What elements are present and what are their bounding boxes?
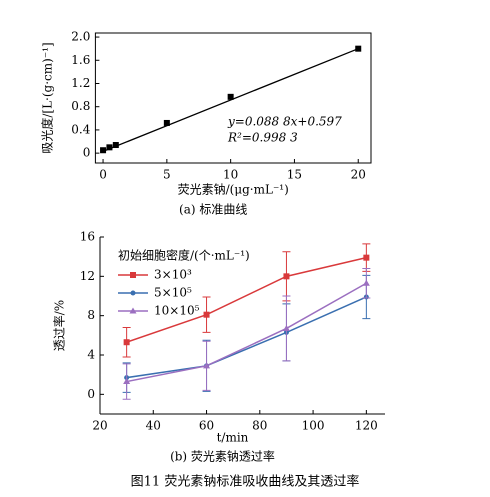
series-line: [126, 282, 367, 383]
y-tick-label: 1.2: [71, 76, 90, 90]
legend-label: 10×10⁵: [154, 304, 200, 318]
chart-caption: (b) 荧光素钠透过率: [170, 449, 275, 464]
x-tick-label: 40: [146, 419, 161, 433]
x-tick-label: 20: [92, 419, 107, 433]
y-tick-label: 12: [80, 269, 95, 283]
x-tick-label: 20: [351, 168, 366, 182]
y-tick-label: 8: [87, 308, 95, 322]
plot-frame: [94, 32, 372, 164]
y-tick-label: 0: [87, 387, 95, 401]
marker: [106, 144, 113, 151]
marker: [203, 362, 211, 369]
marker: [203, 311, 210, 318]
marker: [227, 93, 234, 100]
x-axis-label: 荧光素钠/(μg·mL⁻¹): [178, 182, 289, 197]
annotation: y=0.088 8x+0.597: [227, 115, 342, 129]
annotation: R²=0.998 3: [227, 131, 298, 145]
series-line: [126, 256, 367, 343]
y-tick-label: 0.4: [71, 122, 90, 136]
x-tick-label: 10: [223, 168, 238, 182]
legend-label: 3×10³: [154, 268, 192, 282]
x-tick-label: 5: [163, 168, 171, 182]
marker: [100, 147, 107, 154]
marker: [355, 45, 362, 52]
marker: [362, 279, 370, 286]
marker: [112, 142, 119, 149]
y-tick-label: 0.8: [71, 99, 90, 113]
marker: [163, 119, 170, 126]
x-tick-label: 100: [302, 419, 325, 433]
chart-caption: (a) 标准曲线: [179, 203, 247, 217]
marker: [123, 339, 130, 346]
y-tick-label: 4: [87, 348, 95, 362]
marker: [283, 273, 290, 280]
x-axis-label: t/min: [217, 431, 249, 445]
legend-label: 5×10⁵: [154, 286, 192, 300]
x-tick-label: 120: [355, 419, 378, 433]
marker: [282, 324, 290, 331]
y-axis-label: 吸光度/[L·(g·cm)⁻¹]: [40, 42, 55, 153]
legend-marker: [129, 307, 137, 314]
y-tick-label: 0: [83, 146, 91, 160]
marker: [363, 254, 370, 261]
y-tick-label: 2.0: [71, 30, 90, 44]
x-tick-label: 60: [199, 419, 214, 433]
x-tick-label: 0: [99, 168, 107, 182]
y-tick-label: 1.6: [71, 53, 90, 67]
series-line: [126, 296, 367, 379]
legend-marker: [130, 290, 136, 296]
x-tick-label: 15: [287, 168, 302, 182]
legend-marker: [130, 272, 136, 278]
y-tick-label: 16: [80, 230, 95, 244]
y-axis-label: 透过率/%: [52, 300, 67, 351]
legend-title: 初始细胞密度/(个·mL⁻¹): [118, 248, 250, 263]
x-tick-label: 80: [252, 419, 267, 433]
fit-line: [102, 48, 359, 152]
marker: [123, 378, 131, 385]
figure-caption: 图11 荧光素钠标准吸收曲线及其透过率: [131, 474, 360, 490]
